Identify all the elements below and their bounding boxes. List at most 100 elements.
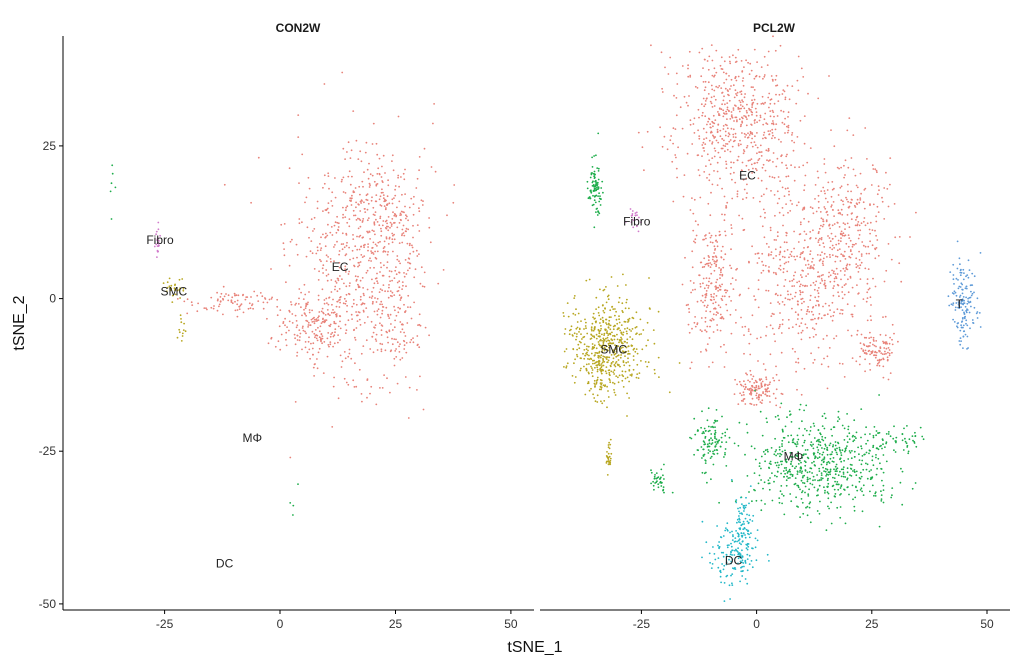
- point-macrophage-pcl2w: [760, 467, 762, 470]
- point-ec-con2w: [302, 298, 305, 300]
- point-ec-pcl2w: [751, 397, 754, 400]
- point-ec-pcl2w: [809, 231, 812, 233]
- point-macrophage-pcl2w: [754, 389, 756, 392]
- point-macrophage-pcl2w: [841, 424, 844, 427]
- point-ec-pcl2w: [864, 127, 867, 129]
- point-ec-pcl2w: [815, 237, 817, 240]
- point-ec-con2w: [355, 327, 358, 329]
- point-dc-pcl2w: [712, 546, 714, 548]
- point-ec-pcl2w: [719, 177, 721, 180]
- point-ec-pcl2w: [812, 229, 814, 232]
- point-ec-pcl2w: [826, 256, 828, 258]
- point-ec-pcl2w: [891, 351, 893, 354]
- point-macrophage-pcl2w: [781, 428, 784, 431]
- point-ec-pcl2w: [755, 114, 758, 117]
- point-smc-pcl2w: [594, 366, 596, 369]
- point-smc-pcl2w: [597, 306, 600, 309]
- point-ec-pcl2w: [875, 220, 878, 223]
- point-ec-pcl2w: [872, 277, 874, 280]
- point-ec-pcl2w: [691, 266, 694, 269]
- point-ec-pcl2w: [713, 245, 716, 248]
- point-ec-con2w: [418, 346, 421, 349]
- point-t-pcl2w: [957, 279, 959, 281]
- point-macrophage-pcl2w: [789, 473, 792, 476]
- point-ec-pcl2w: [732, 107, 735, 109]
- point-macrophage-pcl2w: [594, 201, 597, 204]
- point-ec-pcl2w: [754, 379, 757, 382]
- point-ec-con2w: [297, 136, 300, 139]
- point-ec-pcl2w: [778, 93, 781, 96]
- point-fibro-con2w: [159, 234, 162, 237]
- point-ec-con2w: [347, 273, 350, 275]
- point-t-pcl2w: [961, 299, 964, 302]
- point-ec-con2w: [332, 385, 335, 388]
- point-dc-pcl2w: [728, 555, 731, 558]
- point-macrophage-pcl2w: [855, 485, 857, 488]
- point-ec-con2w: [347, 175, 350, 178]
- point-ec-pcl2w: [772, 35, 774, 38]
- point-dc-pcl2w: [746, 569, 749, 572]
- point-smc-pcl2w: [621, 379, 624, 382]
- point-dc-pcl2w: [737, 562, 739, 565]
- point-ec-pcl2w: [698, 174, 701, 177]
- point-ec-pcl2w: [828, 271, 830, 274]
- point-ec-pcl2w: [728, 133, 731, 136]
- point-ec-con2w: [327, 172, 330, 175]
- point-ec-pcl2w: [732, 133, 735, 136]
- point-ec-pcl2w: [876, 171, 878, 174]
- point-ec-con2w: [361, 180, 364, 183]
- point-ec-con2w: [396, 206, 398, 209]
- point-ec-pcl2w: [753, 382, 756, 384]
- point-ec-pcl2w: [702, 301, 704, 304]
- point-ec-con2w: [337, 228, 339, 231]
- point-ec-con2w: [324, 314, 327, 316]
- point-ec-con2w: [421, 204, 424, 206]
- point-macrophage-pcl2w: [660, 485, 663, 487]
- point-ec-pcl2w: [886, 359, 889, 362]
- point-ec-con2w: [418, 207, 420, 210]
- point-ec-con2w: [312, 366, 315, 369]
- point-macrophage-pcl2w: [798, 408, 801, 411]
- point-ec-con2w: [376, 310, 379, 312]
- point-macrophage-pcl2w: [865, 451, 868, 454]
- point-ec-pcl2w: [726, 106, 729, 109]
- point-macrophage-pcl2w: [775, 454, 777, 457]
- point-ec-pcl2w: [841, 213, 844, 216]
- point-t-pcl2w: [954, 309, 957, 311]
- point-ec-con2w: [322, 210, 324, 213]
- point-ec-pcl2w: [781, 323, 784, 326]
- point-smc-pcl2w: [599, 382, 602, 384]
- point-smc-con2w: [180, 318, 182, 320]
- point-dc-pcl2w: [742, 520, 745, 523]
- point-macrophage-pcl2w: [877, 448, 880, 451]
- point-ec-con2w: [306, 351, 309, 354]
- point-ec-pcl2w: [743, 66, 745, 68]
- point-macrophage-pcl2w: [817, 488, 819, 491]
- point-ec-pcl2w: [780, 141, 782, 143]
- point-ec-con2w: [377, 167, 380, 170]
- point-macrophage-pcl2w: [818, 438, 820, 441]
- point-t-pcl2w: [963, 311, 965, 314]
- point-ec-pcl2w: [772, 134, 774, 137]
- point-ec-pcl2w: [737, 403, 740, 405]
- point-ec-con2w: [312, 353, 314, 356]
- point-ec-pcl2w: [675, 97, 678, 99]
- point-smc-pcl2w: [611, 305, 614, 308]
- point-smc-pcl2w: [580, 367, 582, 370]
- point-ec-con2w: [371, 335, 374, 338]
- point-ec-pcl2w: [669, 56, 672, 59]
- point-ec-con2w: [391, 343, 394, 346]
- point-macrophage-pcl2w: [779, 452, 781, 455]
- point-ec-pcl2w: [759, 114, 762, 117]
- point-macrophage-pcl2w: [792, 456, 794, 458]
- point-ec-con2w: [251, 304, 253, 307]
- point-smc-pcl2w: [595, 333, 598, 336]
- point-macrophage-pcl2w: [744, 453, 746, 456]
- point-smc-pcl2w: [598, 330, 601, 333]
- point-ec-con2w: [333, 342, 336, 345]
- point-ec-con2w: [373, 180, 376, 183]
- point-ec-pcl2w: [741, 161, 744, 164]
- point-dc-pcl2w: [723, 582, 726, 584]
- point-ec-con2w: [218, 303, 221, 306]
